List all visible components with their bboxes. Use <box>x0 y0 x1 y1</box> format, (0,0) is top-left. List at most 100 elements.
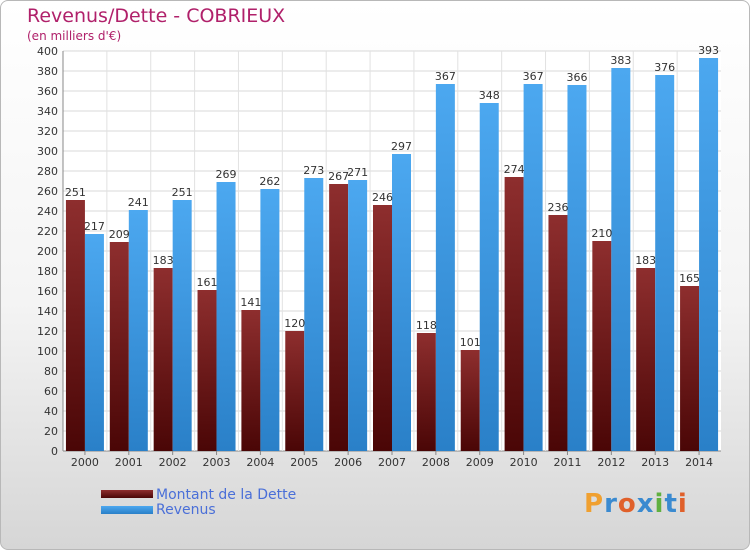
data-label-revenus: 273 <box>303 164 324 177</box>
x-tick-label: 2005 <box>290 456 318 469</box>
legend-swatch-revenus <box>101 506 153 514</box>
data-label-revenus: 366 <box>566 71 587 84</box>
x-tick-label: 2007 <box>378 456 406 469</box>
bar-dette <box>636 268 656 451</box>
x-tick-label: 2004 <box>246 456 274 469</box>
y-tick-label: 180 <box>37 265 58 278</box>
data-label-dette: 210 <box>591 227 612 240</box>
bar-dette <box>504 177 524 451</box>
x-tick-label: 2011 <box>553 456 581 469</box>
y-tick-label: 100 <box>37 345 58 358</box>
bar-revenus <box>84 234 104 451</box>
legend-label-revenus: Revenus <box>156 502 216 518</box>
bar-revenus <box>611 68 631 451</box>
data-label-dette: 101 <box>460 336 481 349</box>
bar-dette <box>460 350 480 451</box>
logo-letter: i <box>677 489 688 519</box>
bar-dette <box>592 241 612 451</box>
bar-revenus <box>655 75 675 451</box>
logo-letter: P <box>584 489 605 519</box>
proxiti-logo: Proxiti <box>584 489 688 519</box>
bar-dette <box>680 286 700 451</box>
data-label-revenus: 367 <box>435 70 456 83</box>
data-label-revenus: 241 <box>128 196 149 209</box>
data-label-revenus: 376 <box>654 61 675 74</box>
bar-dette <box>329 184 349 451</box>
data-label-dette: 161 <box>197 276 218 289</box>
bar-dette <box>197 290 217 451</box>
chart-subtitle: (en milliers d'€) <box>27 29 122 43</box>
x-tick-label: 2001 <box>115 456 143 469</box>
x-tick-label: 2013 <box>641 456 669 469</box>
legend-label-debt: Montant de la Dette <box>156 487 297 503</box>
data-label-revenus: 393 <box>698 44 719 57</box>
data-label-revenus: 348 <box>479 89 500 102</box>
chart-title: Revenus/Dette - COBRIEUX <box>27 5 286 27</box>
logo-letter: o <box>617 489 637 519</box>
y-tick-label: 0 <box>51 445 58 458</box>
data-label-revenus: 383 <box>610 54 631 67</box>
x-tick-label: 2009 <box>466 456 494 469</box>
data-label-revenus: 217 <box>84 220 105 233</box>
data-label-dette: 120 <box>284 317 305 330</box>
data-label-dette: 251 <box>65 186 86 199</box>
bar-dette <box>373 205 392 451</box>
y-tick-label: 220 <box>37 225 58 238</box>
x-tick-label: 2002 <box>159 456 187 469</box>
bar-dette <box>285 331 305 451</box>
data-label-dette: 274 <box>504 163 525 176</box>
y-tick-label: 320 <box>37 125 58 138</box>
y-tick-label: 240 <box>37 205 58 218</box>
bar-dette <box>109 242 129 451</box>
x-tick-label: 2012 <box>597 456 625 469</box>
y-tick-label: 340 <box>37 105 58 118</box>
bar-dette <box>153 268 173 451</box>
logo-letter: i <box>654 489 665 519</box>
x-tick-label: 2010 <box>510 456 538 469</box>
bar-revenus <box>479 103 499 451</box>
y-tick-label: 280 <box>37 165 58 178</box>
x-tick-label: 2014 <box>685 456 713 469</box>
bar-revenus <box>567 85 587 451</box>
data-label-dette: 236 <box>547 201 568 214</box>
bar-dette <box>416 333 436 451</box>
bar-revenus <box>348 180 368 451</box>
legend-swatch-debt <box>101 490 153 498</box>
bar-revenus <box>128 210 148 451</box>
data-label-revenus: 367 <box>523 70 544 83</box>
bar-revenus <box>699 58 719 451</box>
y-tick-label: 120 <box>37 325 58 338</box>
y-tick-label: 300 <box>37 145 58 158</box>
bar-dette <box>65 200 85 451</box>
x-tick-label: 2008 <box>422 456 450 469</box>
data-label-dette: 183 <box>635 254 656 267</box>
data-label-revenus: 262 <box>259 175 280 188</box>
bar-dette <box>241 310 261 451</box>
data-label-revenus: 271 <box>347 166 368 179</box>
x-tick-label: 2006 <box>334 456 362 469</box>
data-label-dette: 141 <box>240 296 261 309</box>
y-tick-label: 140 <box>37 305 58 318</box>
data-label-dette: 165 <box>679 272 700 285</box>
x-tick-label: 2003 <box>203 456 231 469</box>
y-tick-label: 400 <box>37 45 58 58</box>
data-label-revenus: 269 <box>216 168 237 181</box>
data-label-dette: 118 <box>416 319 437 332</box>
y-tick-label: 360 <box>37 85 58 98</box>
y-tick-label: 20 <box>44 425 58 438</box>
y-tick-label: 80 <box>44 365 58 378</box>
bar-revenus <box>435 84 455 451</box>
data-label-dette: 209 <box>109 228 130 241</box>
data-label-dette: 267 <box>328 170 349 183</box>
bar-revenus <box>172 200 192 451</box>
bar-dette <box>548 215 568 451</box>
bar-revenus <box>216 182 236 451</box>
data-label-dette: 183 <box>153 254 174 267</box>
logo-letter: x <box>636 489 655 519</box>
bar-revenus <box>260 189 280 451</box>
bar-revenus <box>523 84 543 451</box>
data-label-revenus: 251 <box>172 186 193 199</box>
bar-revenus <box>304 178 324 451</box>
